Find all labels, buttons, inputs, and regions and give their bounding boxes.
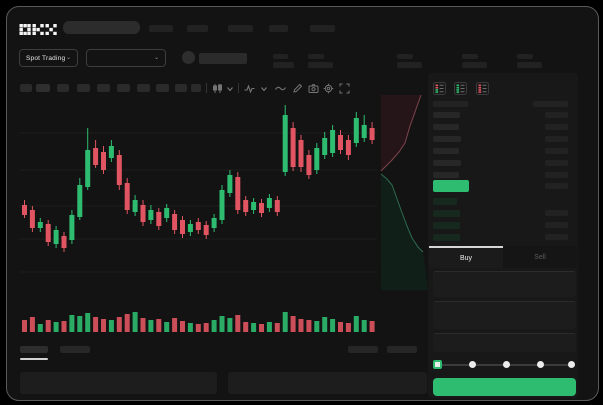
timeframe-button[interactable] [117, 84, 130, 92]
ask-amount-placeholder [545, 124, 568, 130]
camera-icon[interactable] [308, 83, 319, 94]
timeframe-button[interactable] [57, 84, 69, 92]
slider-step-dot[interactable] [537, 361, 544, 368]
orders-panel-placeholder[interactable] [20, 372, 217, 394]
orderbook-view-bids-icon[interactable] [454, 82, 467, 95]
chevron-down-icon: ⌄ [153, 55, 159, 61]
stat-value-placeholder [517, 62, 542, 68]
stat-value-placeholder [462, 62, 487, 68]
stat-label-placeholder [308, 54, 324, 59]
bottom-tab[interactable] [60, 346, 90, 353]
bottom-right-control[interactable] [387, 346, 417, 353]
timeframe-button[interactable] [36, 84, 50, 92]
chart-type-icon[interactable] [212, 83, 223, 94]
okx-logo[interactable]: OKX [19, 22, 57, 36]
positions-panel-placeholder[interactable] [228, 372, 427, 394]
timeframe-button[interactable] [191, 84, 201, 92]
nav-item-placeholder[interactable] [187, 25, 208, 32]
ask-amount-placeholder [545, 172, 568, 178]
buy-tab[interactable]: Buy [429, 246, 503, 268]
orderbook-view-both-icon[interactable] [433, 82, 446, 95]
stat-label-placeholder [397, 54, 413, 59]
orderbook-view-asks-icon[interactable] [476, 82, 489, 95]
timeframe-button[interactable] [175, 84, 187, 92]
buy-submit-button[interactable] [433, 378, 576, 396]
draw-pencil-icon[interactable] [292, 83, 303, 94]
toolbar-divider [238, 83, 239, 93]
stat-value-placeholder [308, 62, 333, 68]
nav-item-placeholder[interactable] [269, 25, 288, 32]
ask-price-placeholder[interactable] [433, 148, 459, 154]
okx-logo-pixels [19, 24, 57, 36]
fullscreen-icon[interactable] [339, 83, 350, 94]
timeframe-button[interactable] [77, 84, 90, 92]
candlestick-chart[interactable] [6, 6, 599, 401]
slider-handle[interactable] [433, 360, 442, 369]
bottom-tab-active[interactable] [20, 346, 48, 353]
app-window: OKX Spot Trading ⌄ [6, 6, 599, 401]
nav-item-placeholder[interactable] [310, 25, 335, 32]
bid-amount-placeholder [545, 222, 568, 228]
market-type-label: Spot Trading [26, 54, 66, 62]
stat-value-placeholder [273, 62, 294, 68]
ask-amount-placeholder [545, 112, 568, 118]
stat-label-placeholder [517, 54, 533, 59]
ask-price-placeholder[interactable] [433, 112, 460, 118]
ask-amount-placeholder [545, 148, 568, 154]
slider-step-dot[interactable] [503, 361, 510, 368]
bid-amount-placeholder [545, 234, 568, 240]
ask-price-placeholder[interactable] [433, 124, 459, 130]
sell-tab-label: Sell [534, 253, 546, 261]
chevron-down-icon[interactable] [260, 85, 268, 93]
pair-name-placeholder [199, 53, 247, 64]
bottom-right-control[interactable] [348, 346, 378, 353]
chevron-down-icon: ⌄ [65, 55, 71, 61]
price-input-placeholder[interactable] [433, 271, 576, 297]
bid-price-placeholder[interactable] [433, 198, 457, 205]
sell-tab[interactable]: Sell [503, 246, 577, 268]
coin-icon [182, 51, 195, 64]
amount-input-placeholder[interactable] [433, 301, 576, 329]
nav-item-placeholder[interactable] [149, 25, 173, 32]
timeframe-button[interactable] [137, 84, 150, 92]
slider-step-dot[interactable] [469, 361, 476, 368]
bid-price-placeholder[interactable] [433, 210, 460, 217]
chevron-down-icon[interactable] [226, 85, 234, 93]
stat-label-placeholder [273, 54, 288, 59]
ask-price-placeholder[interactable] [433, 160, 461, 166]
active-tab-underline [20, 358, 48, 360]
ask-price-placeholder[interactable] [433, 136, 461, 142]
ask-amount-placeholder [545, 136, 568, 142]
stat-value-placeholder [397, 62, 422, 68]
orderbook-price-header [433, 101, 468, 107]
last-amount-placeholder [545, 183, 568, 189]
nav-item-placeholder[interactable] [228, 25, 253, 32]
timeframe-button[interactable] [156, 84, 169, 92]
buy-tab-label: Buy [459, 254, 473, 262]
ask-amount-placeholder [545, 160, 568, 166]
line-style-icon[interactable] [275, 83, 286, 94]
bid-amount-placeholder [545, 210, 568, 216]
indicators-icon[interactable] [244, 83, 255, 94]
last-price-badge[interactable] [433, 180, 469, 192]
total-input-placeholder[interactable] [433, 333, 576, 352]
market-type-dropdown[interactable]: Spot Trading ⌄ [19, 49, 78, 67]
settings-gear-icon[interactable] [323, 83, 334, 94]
ask-price-placeholder[interactable] [433, 172, 459, 178]
stat-label-placeholder [462, 54, 478, 59]
timeframe-button[interactable] [20, 84, 32, 92]
slider-step-dot[interactable] [568, 361, 575, 368]
bid-price-placeholder[interactable] [433, 222, 460, 229]
search-input[interactable] [63, 21, 140, 34]
orderbook-amount-header [533, 101, 568, 107]
toolbar-divider [206, 83, 207, 93]
pair-selector-dropdown[interactable]: ⌄ [86, 49, 166, 67]
bid-price-placeholder[interactable] [433, 234, 460, 241]
timeframe-button[interactable] [97, 84, 110, 92]
